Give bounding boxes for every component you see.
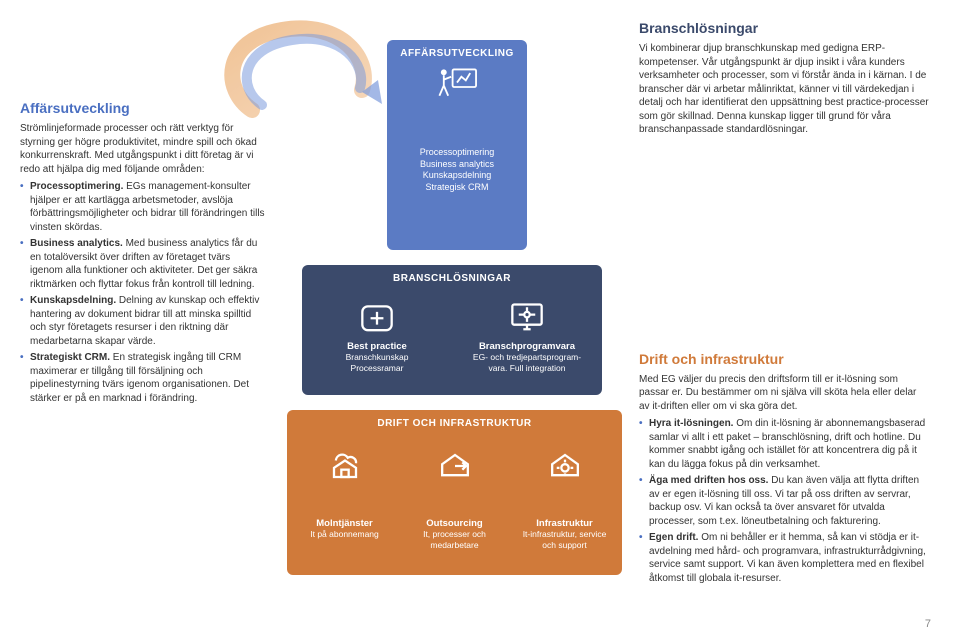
left-bullets: Processoptimering. EGs management-konsul…	[20, 180, 265, 408]
panel-drift: DRIFT OCH INFRASTRUKTUR Molntjänster It …	[287, 410, 622, 575]
panel-branschlosningar: BRANSCHLÖSNINGAR Best practice Branschku…	[302, 265, 602, 395]
sub-text: Branschkunskap Processramar	[312, 352, 442, 372]
bullet-lead: Kunskapsdelning.	[30, 295, 116, 306]
sub-title: Best practice	[312, 341, 442, 352]
house-gear-icon	[543, 444, 587, 482]
panel-line: Kunskapsdelning	[391, 170, 523, 182]
swirl-arrow-icon	[192, 10, 392, 140]
right-bot-intro: Med EG väljer du precis den driftsform t…	[639, 373, 929, 414]
panel-line: Strategisk CRM	[391, 182, 523, 194]
sub-title: Molntjänster	[292, 518, 397, 529]
list-item: Hyra it-lösningen. Om din it-lösning är …	[639, 417, 929, 471]
page-layout: Affärsutveckling Strömlinjeformade proce…	[0, 0, 959, 600]
presenter-icon	[435, 65, 479, 103]
right-bot-title: Drift och infrastruktur	[639, 351, 929, 367]
page-number: 7	[925, 618, 931, 630]
list-item: Processoptimering. EGs management-konsul…	[20, 180, 265, 234]
panel-line: Business analytics	[391, 159, 523, 171]
bullet-lead: Äga med driften hos oss.	[649, 475, 768, 486]
diagram-column: AFFÄRSUTVECKLING Processoptimering Busin…	[277, 20, 627, 590]
panel-line: Processoptimering	[391, 147, 523, 159]
plus-badge-icon	[355, 299, 399, 337]
right-top-body: Vi kombinerar djup branschkunskap med ge…	[639, 42, 929, 137]
house-arrow-icon	[433, 444, 477, 482]
sub-text: It-infrastruktur, service och support	[512, 529, 617, 549]
panel-label: DRIFT OCH INFRASTRUKTUR	[291, 418, 618, 429]
sub-text: It, processer och medarbetare	[402, 529, 507, 549]
monitor-network-icon	[505, 299, 549, 337]
bullet-lead: Egen drift.	[649, 532, 698, 543]
list-item: Kunskapsdelning. Delning av kunskap och …	[20, 294, 265, 348]
right-column: Branschlösningar Vi kombinerar djup bran…	[639, 20, 929, 590]
list-item: Strategiskt CRM. En strategisk ingång ti…	[20, 351, 265, 405]
bullet-lead: Strategiskt CRM.	[30, 352, 110, 363]
sub-title: Infrastruktur	[512, 518, 617, 529]
subbox-bestpractice: Best practice Branschkunskap Processrama…	[312, 297, 442, 373]
bullet-lead: Processoptimering.	[30, 181, 123, 192]
cloud-house-icon	[323, 444, 367, 482]
sub-title: Outsourcing	[402, 518, 507, 529]
panel-label: BRANSCHLÖSNINGAR	[306, 273, 598, 284]
sub-text: It på abonnemang	[292, 529, 397, 539]
subbox-molntjanster: Molntjänster It på abonnemang	[292, 442, 397, 540]
subbox-outsourcing: Outsourcing It, processer och medarbetar…	[402, 442, 507, 550]
bullet-lead: Hyra it-lösningen.	[649, 418, 733, 429]
diagram: AFFÄRSUTVECKLING Processoptimering Busin…	[277, 20, 627, 590]
panel-affarsutveckling: AFFÄRSUTVECKLING Processoptimering Busin…	[387, 40, 527, 250]
subbox-branschprogramvara: Branschprogramvara EG- och tredjepartspr…	[462, 297, 592, 373]
sub-title: Branschprogramvara	[462, 341, 592, 352]
list-item: Egen drift. Om ni behåller er it hemma, …	[639, 531, 929, 585]
spacer	[639, 141, 929, 351]
panel-label: AFFÄRSUTVECKLING	[391, 48, 523, 59]
list-item: Äga med driften hos oss. Du kan även väl…	[639, 474, 929, 528]
right-top-title: Branschlösningar	[639, 20, 929, 36]
bullet-lead: Business analytics.	[30, 238, 123, 249]
sub-text: EG- och tredjepartsprogram- vara. Full i…	[462, 352, 592, 372]
right-bullets: Hyra it-lösningen. Om din it-lösning är …	[639, 417, 929, 588]
list-item: Business analytics. Med business analyti…	[20, 237, 265, 291]
subbox-infrastruktur: Infrastruktur It-infrastruktur, service …	[512, 442, 617, 550]
